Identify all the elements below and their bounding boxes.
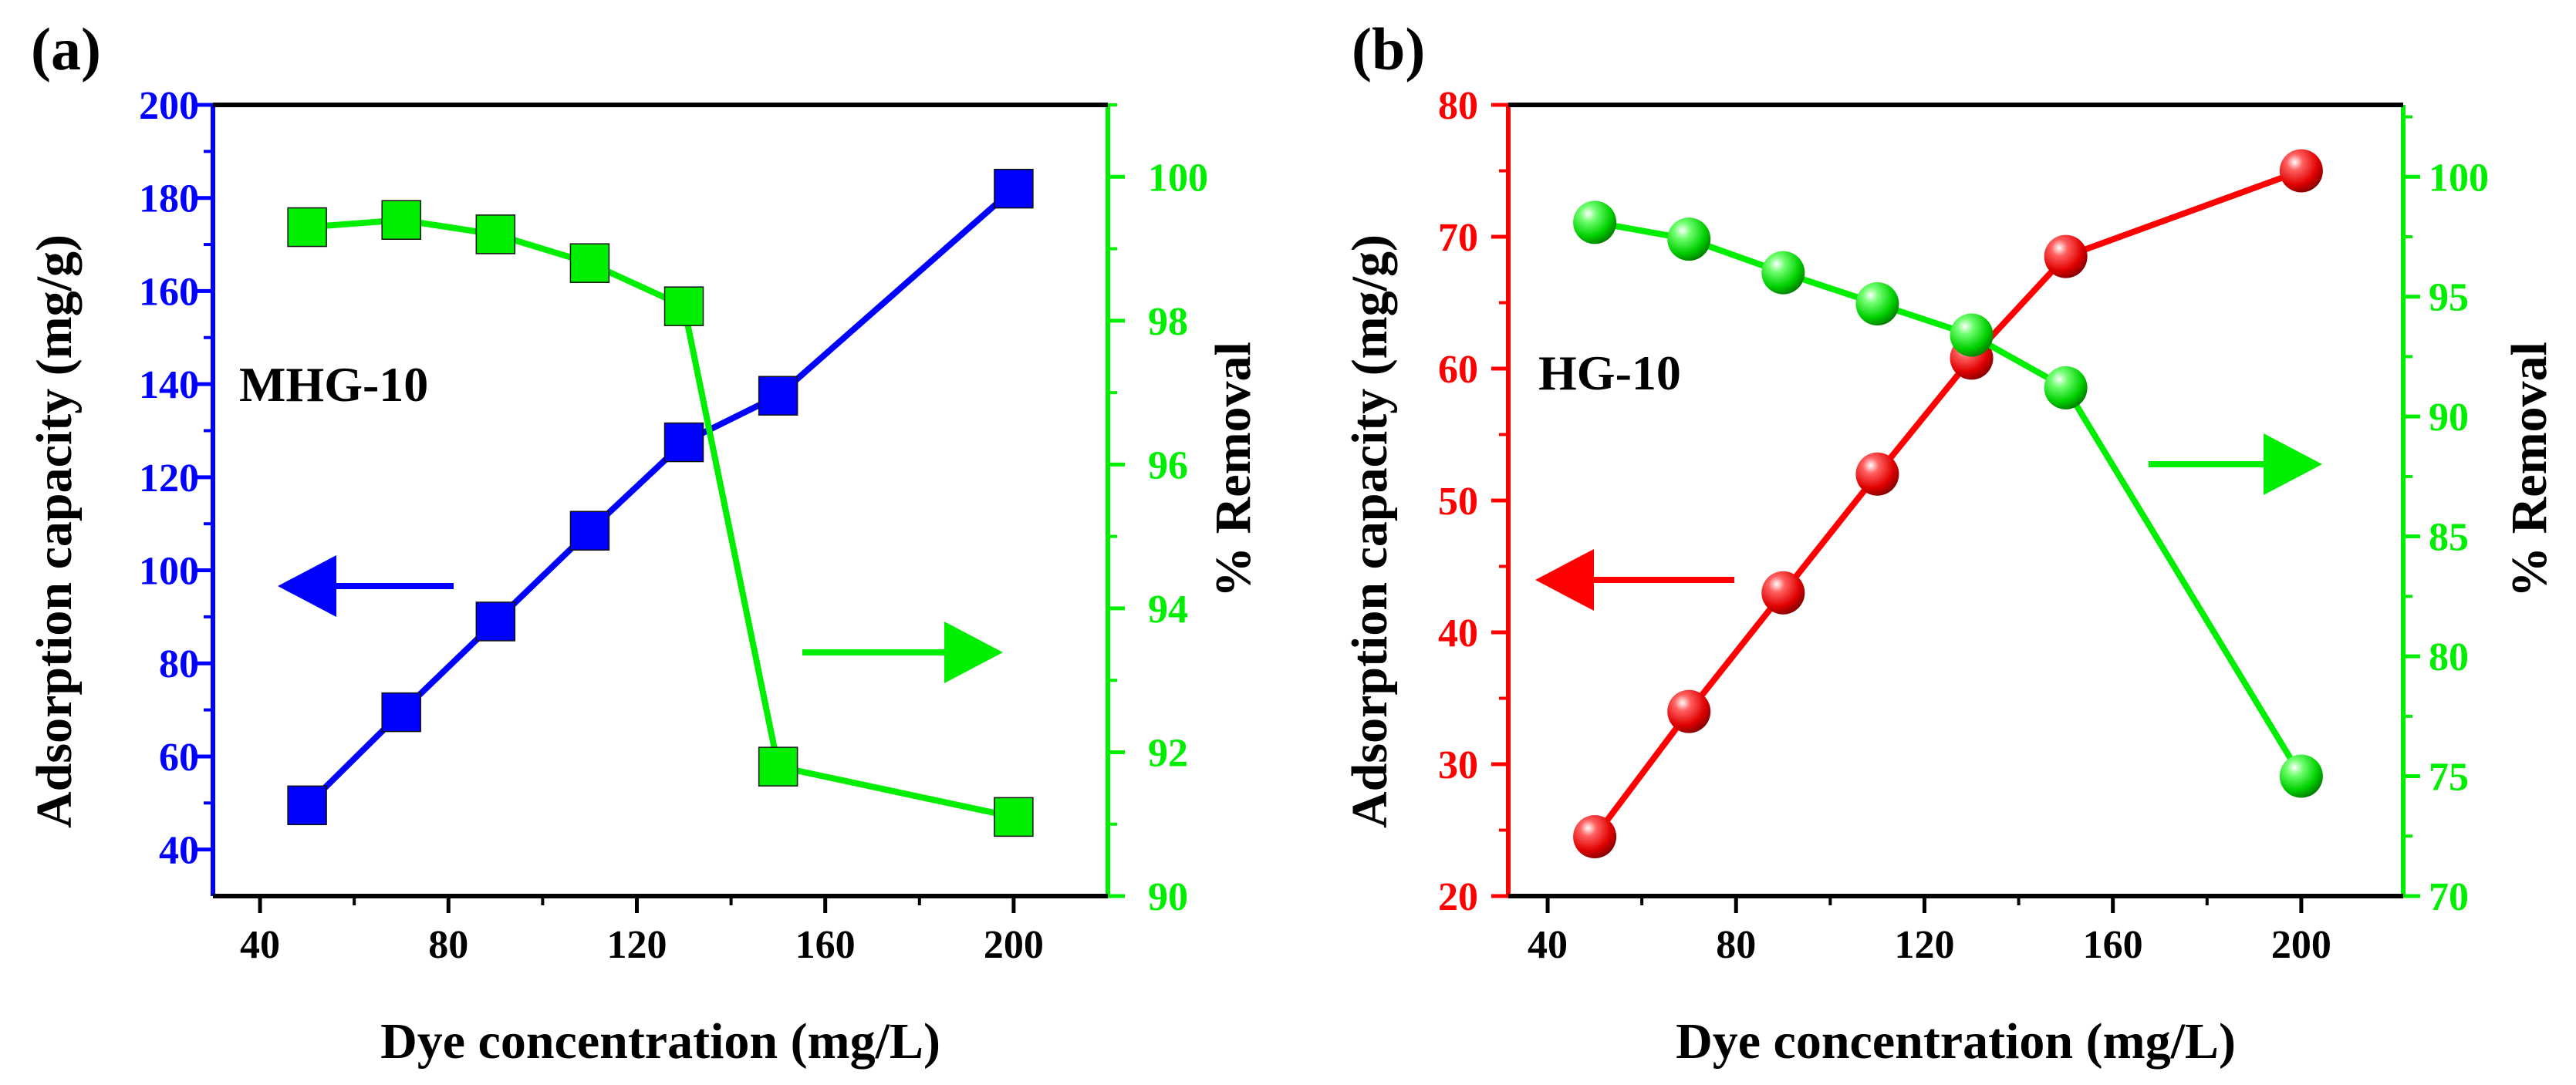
data-point-right bbox=[1667, 217, 1711, 261]
right-tick-label: 90 bbox=[1148, 875, 1188, 919]
data-point-left bbox=[758, 376, 798, 416]
data-point-right bbox=[663, 286, 704, 326]
left-tick-label: 20 bbox=[1438, 875, 1478, 919]
x-tick-label: 200 bbox=[2271, 923, 2331, 967]
right-axis-title: % Removal bbox=[2501, 342, 2557, 598]
right-tick-label: 90 bbox=[2429, 396, 2469, 440]
right-tick-label: 85 bbox=[2429, 516, 2469, 560]
x-tick-label: 80 bbox=[1716, 923, 1756, 967]
x-tick-label: 120 bbox=[606, 923, 667, 967]
left-tick-label: 80 bbox=[159, 642, 199, 686]
series-line-left bbox=[1592, 167, 2303, 839]
left-tick-label: 120 bbox=[139, 457, 199, 500]
x-axis-title: Dye concentration (mg/L) bbox=[380, 1013, 940, 1070]
right-axis-arrowhead bbox=[944, 622, 1003, 683]
left-axis-arrowhead bbox=[278, 555, 336, 617]
left-tick-label: 100 bbox=[139, 550, 199, 594]
panel-label: (a) bbox=[31, 15, 101, 83]
data-point-right bbox=[2279, 754, 2323, 798]
data-point-left bbox=[569, 510, 610, 551]
left-axis-title: Adsorption capacity (mg/g) bbox=[26, 234, 83, 828]
left-tick-label: 50 bbox=[1438, 480, 1478, 524]
x-tick-label: 80 bbox=[428, 923, 468, 967]
right-tick-label: 80 bbox=[2429, 635, 2469, 679]
data-point-left bbox=[994, 168, 1034, 209]
x-tick-label: 200 bbox=[984, 923, 1044, 967]
data-point-right bbox=[2044, 366, 2088, 409]
left-tick-label: 60 bbox=[1438, 348, 1478, 392]
data-point-left bbox=[663, 422, 704, 463]
sample-annotation: MHG-10 bbox=[239, 357, 428, 412]
right-tick-label: 100 bbox=[1148, 156, 1208, 200]
right-axis-title: % Removal bbox=[1205, 342, 1261, 598]
data-point-left bbox=[1761, 571, 1805, 615]
data-point-right bbox=[1761, 251, 1805, 295]
left-tick-label: 200 bbox=[139, 84, 199, 128]
left-tick-label: 30 bbox=[1438, 743, 1478, 787]
right-tick-label: 70 bbox=[2429, 875, 2469, 919]
x-axis-title: Dye concentration (mg/L) bbox=[1676, 1013, 2236, 1070]
data-point-left bbox=[1855, 452, 1899, 496]
right-tick-label: 98 bbox=[1148, 300, 1188, 344]
data-point-left bbox=[2279, 149, 2323, 193]
data-point-right bbox=[1573, 200, 1617, 244]
data-point-right bbox=[1855, 282, 1899, 326]
data-point-left bbox=[475, 601, 516, 642]
left-tick-label: 160 bbox=[139, 270, 199, 314]
sample-annotation: HG-10 bbox=[1538, 345, 1681, 400]
data-point-left bbox=[2044, 234, 2088, 278]
right-tick-label: 92 bbox=[1148, 731, 1188, 775]
left-tick-label: 80 bbox=[1438, 84, 1478, 128]
data-point-right bbox=[287, 207, 327, 248]
data-point-right bbox=[569, 243, 610, 283]
right-axis-arrowhead bbox=[2264, 433, 2322, 495]
right-tick-label: 100 bbox=[2429, 156, 2489, 200]
data-point-right bbox=[475, 214, 516, 254]
left-tick-label: 40 bbox=[1438, 612, 1478, 655]
data-point-left bbox=[287, 785, 327, 826]
left-tick-label: 70 bbox=[1438, 216, 1478, 260]
left-tick-label: 60 bbox=[159, 736, 199, 780]
x-tick-label: 160 bbox=[2083, 923, 2143, 967]
data-point-left bbox=[1667, 689, 1711, 733]
left-tick-label: 40 bbox=[159, 829, 199, 873]
left-tick-label: 140 bbox=[139, 363, 199, 407]
x-tick-label: 160 bbox=[795, 923, 856, 967]
x-tick-label: 40 bbox=[1528, 923, 1568, 967]
left-axis-arrowhead bbox=[1535, 549, 1594, 611]
right-tick-label: 96 bbox=[1148, 443, 1188, 487]
right-tick-label: 75 bbox=[2429, 756, 2469, 800]
data-point-left bbox=[1573, 815, 1617, 859]
x-tick-label: 40 bbox=[240, 923, 280, 967]
x-tick-label: 120 bbox=[1894, 923, 1954, 967]
right-tick-label: 95 bbox=[2429, 276, 2469, 320]
panel-label: (b) bbox=[1352, 15, 1425, 83]
data-point-right bbox=[1950, 313, 1994, 357]
right-tick-label: 94 bbox=[1148, 588, 1188, 632]
data-point-right bbox=[381, 200, 421, 240]
data-point-right bbox=[994, 797, 1034, 837]
data-point-right bbox=[758, 746, 798, 787]
left-axis-title: Adsorption capacity (mg/g) bbox=[1342, 234, 1398, 828]
left-tick-label: 180 bbox=[139, 177, 199, 221]
data-point-left bbox=[381, 692, 421, 733]
